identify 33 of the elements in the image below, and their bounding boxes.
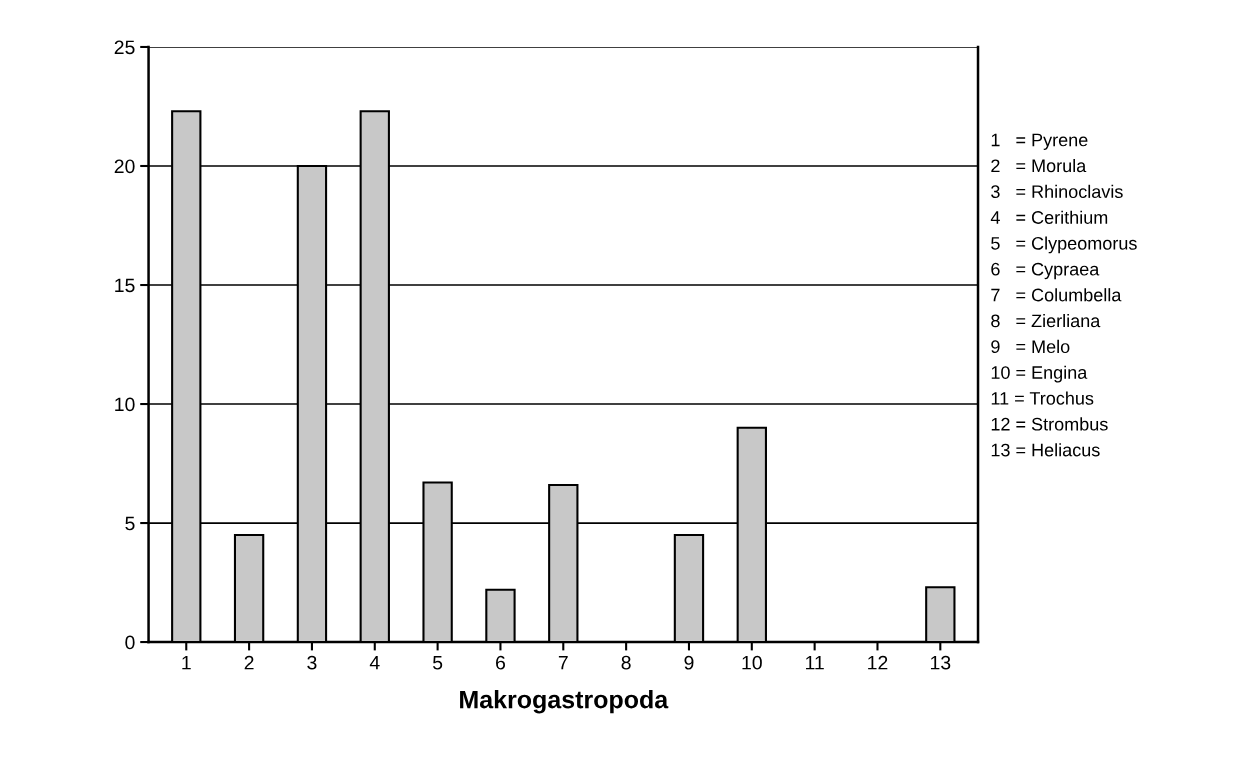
x-tick-label: 6 bbox=[496, 655, 505, 670]
x-tick-label: 10 bbox=[742, 655, 762, 670]
x-tick-label: 1 bbox=[182, 655, 191, 670]
text: 1 = Pyrene bbox=[991, 133, 1088, 150]
text: 6 = Cypraea bbox=[991, 262, 1100, 280]
y-tick-label: 25 bbox=[114, 40, 135, 55]
y-tick-label: 15 bbox=[115, 278, 135, 293]
text: 4 = Cerithium bbox=[990, 210, 1108, 224]
text: 11 = Trochus bbox=[991, 391, 1094, 405]
y-tick-label: 5 bbox=[125, 516, 135, 531]
x-tick-label: 9 bbox=[684, 655, 694, 670]
text: 3 = Rhinoclavis bbox=[991, 184, 1123, 199]
text: 8 = Zierliana bbox=[991, 313, 1101, 328]
y-tick-label: 20 bbox=[114, 159, 135, 174]
x-tick-label: 13 bbox=[930, 655, 951, 670]
text: 2 = Morula bbox=[991, 158, 1087, 173]
x-tick-label: 4 bbox=[369, 655, 380, 670]
y-tick-label: 0 bbox=[125, 635, 135, 650]
x-tick-label: 3 bbox=[307, 655, 317, 670]
text: 12 = Strombus bbox=[991, 417, 1108, 431]
x-axis-title: Makrogastropoda bbox=[460, 690, 669, 714]
x-tick-label: 5 bbox=[432, 655, 443, 670]
x-tick-label: 2 bbox=[244, 655, 254, 670]
text: 7 = Columbella bbox=[991, 288, 1122, 302]
text: 10 = Engina bbox=[991, 365, 1088, 383]
text: 13 = Heliacus bbox=[991, 443, 1100, 457]
x-tick-label: 11 bbox=[806, 655, 824, 670]
text: 5 = Clypeomorus bbox=[991, 236, 1137, 254]
y-tick-label: 10 bbox=[115, 397, 135, 412]
text: 9 = Melo bbox=[991, 339, 1070, 354]
x-tick-label: 7 bbox=[558, 655, 568, 670]
x-tick-label: 8 bbox=[621, 655, 631, 670]
x-tick-label: 12 bbox=[868, 655, 888, 670]
